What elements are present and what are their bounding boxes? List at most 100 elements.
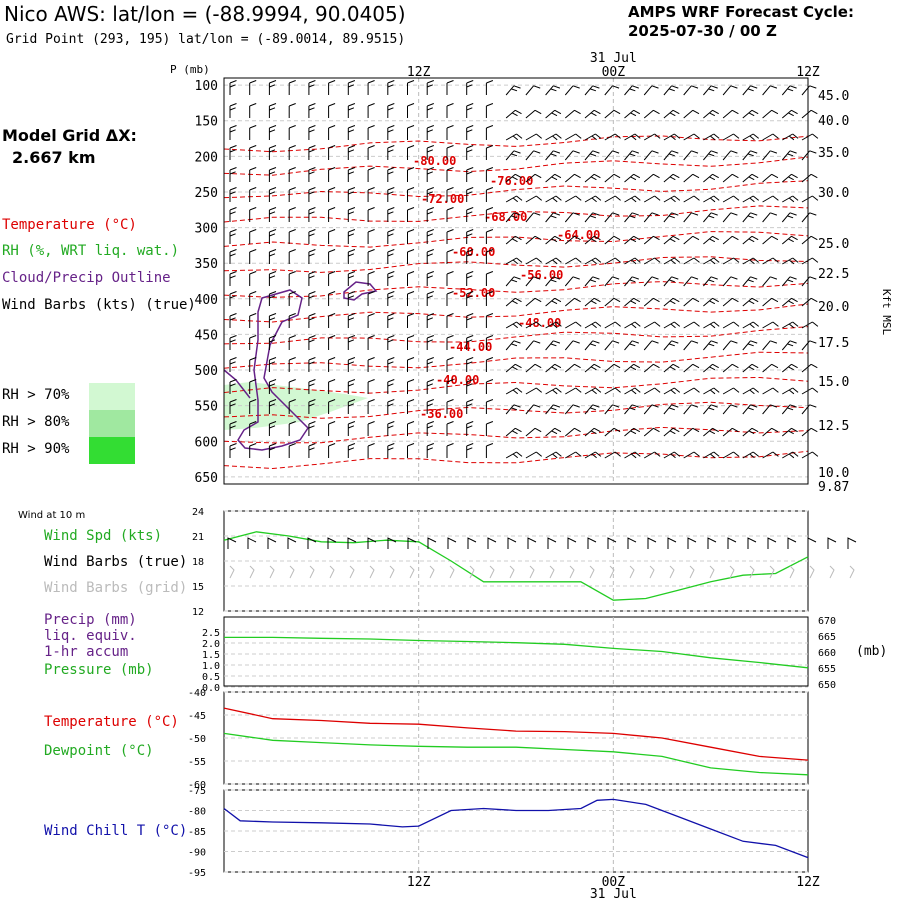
surface-wind-barb-grid	[809, 565, 815, 579]
pressure-tick-label: 300	[195, 222, 218, 237]
wind-barb	[781, 212, 797, 223]
wind-barb	[347, 125, 356, 140]
surface-wind-barb	[227, 537, 237, 549]
wind-barb	[762, 195, 779, 203]
wind-barb	[722, 150, 738, 161]
wind-barb	[446, 379, 454, 394]
wind-barb	[584, 257, 602, 265]
wind-barb	[801, 340, 817, 351]
wind-barb	[742, 363, 759, 373]
wind-tick-label: 24	[192, 507, 204, 518]
legend-wind-barbs-true: Wind Barbs (true)	[44, 554, 188, 570]
wind-barb	[485, 103, 494, 118]
wind-barb	[505, 363, 522, 373]
wind-barb	[762, 404, 778, 415]
wind-barb	[604, 276, 620, 287]
wind-barb	[801, 276, 817, 287]
wind-barb	[722, 109, 739, 119]
temperature-contour-label: -56.00	[520, 268, 563, 282]
wind-tick-label: 18	[192, 557, 204, 568]
surface-wind-barb-grid	[489, 565, 495, 579]
wind-barb	[466, 357, 474, 372]
surface-wind-barb	[567, 537, 577, 549]
wind-barb	[683, 133, 700, 141]
wind-barb	[643, 133, 661, 141]
pressure-tick-label: 500	[195, 364, 218, 379]
wind-barb	[643, 363, 660, 373]
wind-barb	[446, 313, 454, 328]
wind-barb	[328, 187, 336, 202]
cloud-outline-small	[343, 281, 378, 301]
wind-barb	[722, 340, 738, 351]
wind-barb	[643, 276, 659, 287]
wind-barb	[565, 321, 582, 329]
wind-barb	[624, 387, 641, 395]
wind-barb	[683, 195, 700, 203]
wind-barb	[762, 257, 779, 265]
wind-barb	[426, 145, 434, 160]
wind-barb	[485, 399, 494, 414]
wind-tick-label: 12	[192, 607, 204, 618]
wind-barb	[564, 212, 580, 223]
wind-barb	[367, 249, 375, 264]
wind-barb	[564, 109, 581, 119]
wind-barb	[643, 235, 660, 245]
precip-tick-label: 1.5	[202, 650, 220, 661]
wind-barb	[229, 80, 237, 95]
wind-barb	[525, 387, 543, 395]
wind-barb	[308, 357, 316, 372]
wind-barb	[426, 229, 434, 244]
wind-barb	[703, 404, 718, 415]
wind-barb	[505, 85, 521, 96]
wind-barb	[387, 291, 395, 306]
wind-barb	[742, 340, 758, 351]
wind-barb	[584, 297, 601, 307]
wind-barb	[485, 357, 494, 372]
wind-barb	[703, 195, 720, 203]
wind-barb	[762, 85, 778, 96]
wind-barb	[308, 207, 316, 222]
rh-70-swatch	[89, 383, 135, 410]
wind-barb	[249, 399, 257, 414]
wind-barb	[446, 335, 454, 350]
wind-barb	[545, 235, 562, 245]
wind-barb	[781, 173, 798, 183]
height-tick-label: 10.0	[818, 466, 849, 481]
wind-barb	[347, 357, 356, 372]
wind-barb	[249, 229, 257, 244]
precip-tick-label: 0.0	[202, 683, 220, 694]
wind-barb	[801, 363, 818, 373]
wind-barb	[485, 167, 494, 182]
wind-barb	[249, 443, 257, 458]
wind-barb	[525, 276, 541, 287]
wind-barb	[742, 427, 759, 437]
wind-barb	[683, 387, 700, 395]
wind-barb	[268, 399, 277, 414]
wind-barb	[347, 249, 356, 264]
wind-barb	[229, 421, 237, 436]
wind-barb	[387, 335, 395, 350]
wind-barb	[545, 404, 561, 415]
wind-barb	[505, 451, 523, 459]
wind-tick-label: 21	[192, 532, 204, 543]
wind-barb	[584, 427, 601, 437]
wind-barb	[545, 387, 562, 395]
wind-barb	[742, 321, 760, 329]
rh-80-label: RH > 80%	[2, 414, 70, 430]
wind-barb	[485, 187, 494, 202]
wind-barb	[426, 379, 434, 394]
pressure-axis-title: P (mb)	[170, 63, 210, 76]
wind-barb	[288, 229, 296, 244]
wind-barb	[407, 421, 415, 436]
height-tick-label: 22.5	[818, 267, 849, 282]
wind-barb	[426, 421, 434, 436]
surface-wind-barb	[807, 537, 817, 549]
windchill-tick-label: -80	[188, 807, 206, 818]
wind-barb	[584, 404, 600, 415]
wind-barb	[505, 257, 523, 265]
wind-barb	[308, 421, 316, 436]
wind-barb	[545, 85, 561, 96]
wind-barb	[742, 235, 759, 245]
wind-barb	[426, 167, 434, 182]
wind-barb	[407, 80, 415, 95]
